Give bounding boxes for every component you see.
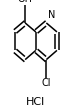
Text: N: N: [48, 10, 56, 20]
Text: OH: OH: [18, 0, 33, 4]
Text: HCl: HCl: [26, 97, 45, 108]
Text: Cl: Cl: [42, 78, 51, 88]
